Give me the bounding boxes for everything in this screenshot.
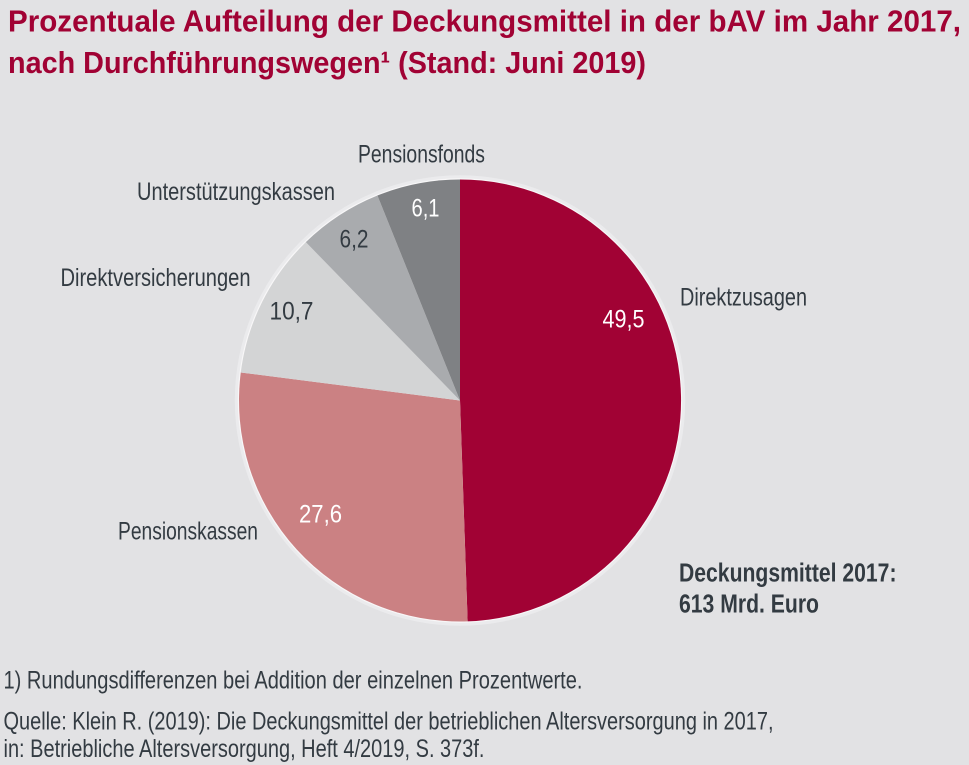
svg-text:27,6: 27,6 <box>299 501 342 529</box>
svg-text:Unterstützungskassen: Unterstützungskassen <box>137 178 335 206</box>
svg-text:10,7: 10,7 <box>270 297 314 325</box>
svg-text:Quelle: Klein R. (2019): Die D: Quelle: Klein R. (2019): Die Deckungsmit… <box>4 708 774 735</box>
svg-text:Direktzusagen: Direktzusagen <box>680 283 807 311</box>
svg-text:49,5: 49,5 <box>603 306 645 334</box>
svg-text:613 Mrd. Euro: 613 Mrd. Euro <box>679 589 819 619</box>
svg-text:6,1: 6,1 <box>412 195 440 223</box>
svg-text:Pensionsfonds: Pensionsfonds <box>358 140 485 168</box>
svg-text:Deckungsmittel 2017:: Deckungsmittel 2017: <box>679 558 897 588</box>
svg-text:nach Durchführungswegen¹ (Stan: nach Durchführungswegen¹ (Stand: Juni 20… <box>8 45 646 80</box>
svg-text:Direktversicherungen: Direktversicherungen <box>61 264 251 292</box>
svg-text:Pensionskassen: Pensionskassen <box>118 518 258 546</box>
svg-text:1) Rundungsdifferenzen bei Add: 1) Rundungsdifferenzen bei Addition der … <box>4 668 583 695</box>
svg-text:Prozentuale Aufteilung der Dec: Prozentuale Aufteilung der Deckungsmitte… <box>8 4 961 39</box>
svg-text:in: Betriebliche Altersversorg: in: Betriebliche Altersversorgung, Heft … <box>4 736 485 763</box>
svg-text:6,2: 6,2 <box>340 225 369 253</box>
